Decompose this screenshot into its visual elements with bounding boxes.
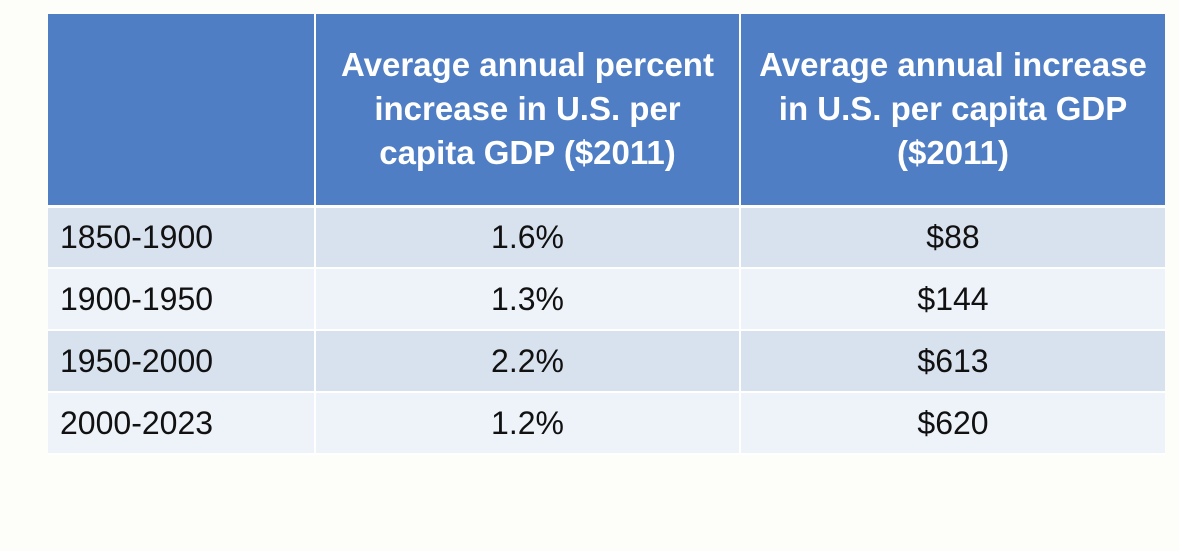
period-cell: 1850-1900: [48, 206, 316, 269]
dollar-cell: $613: [740, 330, 1165, 393]
dollar-cell: $88: [740, 206, 1165, 269]
percent-cell: 2.2%: [315, 330, 741, 393]
percent-cell: 1.3%: [315, 268, 741, 331]
header-percent-increase: Average annual percent increase in U.S. …: [315, 14, 741, 206]
header-dollar-increase: Average annual increase in U.S. per capi…: [740, 14, 1165, 206]
dollar-cell: $620: [740, 392, 1165, 455]
table-row: 1950-2000 2.2% $613: [48, 330, 1165, 393]
period-cell: 1950-2000: [48, 330, 316, 393]
period-cell: 2000-2023: [48, 392, 316, 455]
percent-cell: 1.6%: [315, 206, 741, 269]
percent-cell: 1.2%: [315, 392, 741, 455]
period-cell: 1900-1950: [48, 268, 316, 331]
table-row: 1900-1950 1.3% $144: [48, 268, 1165, 331]
header-period: [48, 14, 316, 206]
table-header-row: Average annual percent increase in U.S. …: [48, 14, 1165, 206]
gdp-growth-table: Average annual percent increase in U.S. …: [48, 14, 1165, 455]
dollar-cell: $144: [740, 268, 1165, 331]
table-row: 1850-1900 1.6% $88: [48, 206, 1165, 269]
table-row: 2000-2023 1.2% $620: [48, 392, 1165, 455]
